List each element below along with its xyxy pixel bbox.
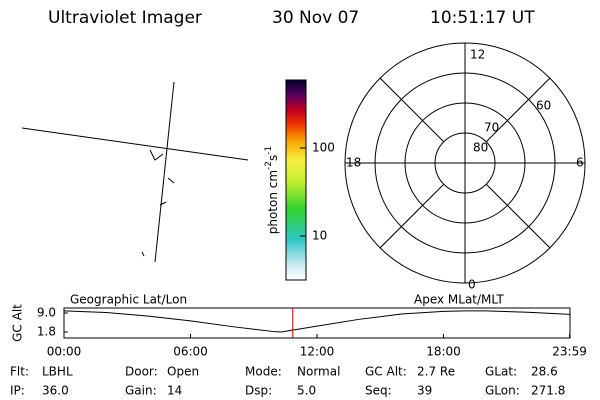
hour-label: 18 — [346, 156, 361, 170]
info-value: 39 — [417, 384, 432, 398]
info-value: Open — [167, 365, 199, 379]
info-label: GLat: — [485, 365, 517, 379]
map-label: Apex MLat/MLT — [414, 293, 504, 307]
x-tick-label: 18:00 — [426, 345, 461, 359]
info-label: Seq: — [365, 384, 392, 398]
plot-frame — [63, 307, 571, 339]
hour-label: 12 — [470, 48, 485, 62]
y-tick-label: 1.8 — [37, 324, 56, 338]
info-label: GC Alt: — [365, 365, 407, 379]
info-value: 36.0 — [42, 384, 69, 398]
info-value: LBHL — [42, 365, 73, 379]
info-label: Flt: — [10, 365, 29, 379]
info-label: Mode: — [245, 365, 282, 379]
ring-label: 60 — [536, 99, 551, 113]
info-label: Door: — [125, 365, 158, 379]
hour-label: 6 — [576, 156, 584, 170]
info-value: 271.8 — [531, 384, 565, 398]
colorbar-label: photon cm-2s-1 — [264, 146, 280, 235]
x-tick-label: 06:00 — [173, 345, 208, 359]
colorbar-tick: 100 — [312, 141, 335, 155]
info-value: 2.7 Re — [417, 365, 455, 379]
info-value: 5.0 — [297, 384, 316, 398]
info-label: Dsp: — [245, 384, 272, 398]
time: 10:51:17 UT — [430, 8, 535, 28]
x-tick-label: 12:00 — [300, 345, 335, 359]
info-label: IP: — [10, 384, 25, 398]
info-label: GLon: — [485, 384, 520, 398]
map-label: Geographic Lat/Lon — [70, 293, 187, 307]
info-label: Gain: — [125, 384, 157, 398]
ring-label: 70 — [484, 121, 499, 135]
info-value: 14 — [167, 384, 182, 398]
x-tick-label: 23:59 — [552, 345, 587, 359]
altitude-line — [63, 310, 571, 333]
info-value: Normal — [297, 365, 340, 379]
y-tick-label: 9.0 — [37, 306, 56, 320]
colorbar-tick: 10 — [312, 229, 327, 243]
title: Ultraviolet Imager — [48, 8, 202, 28]
x-tick-label: 00:00 — [47, 345, 82, 359]
polar-grid — [344, 42, 586, 284]
y-label: GC Alt — [11, 304, 25, 342]
date: 30 Nov 07 — [272, 8, 359, 28]
ring-label: 80 — [473, 141, 488, 155]
colorbar — [285, 79, 307, 281]
info-value: 28.6 — [531, 365, 558, 379]
hour-label: 0 — [468, 278, 476, 292]
map — [21, 81, 249, 263]
